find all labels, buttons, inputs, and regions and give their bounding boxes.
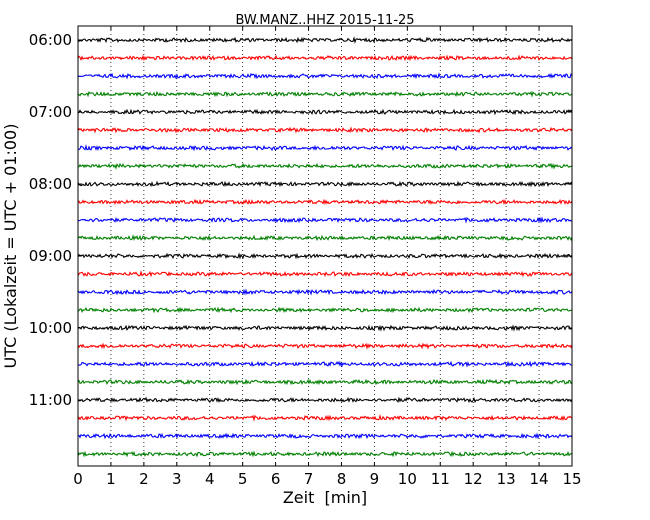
x-tick-label-13: 13 [497, 470, 516, 488]
trace-0600 [77, 36, 573, 44]
x-axis-label: Zeit [min] [283, 488, 367, 507]
plot-frame [77, 25, 573, 467]
trace-0645 [77, 90, 573, 98]
y-tick-label-0700: 07:00 [29, 103, 72, 121]
trace-1015 [77, 342, 573, 350]
trace-0830 [77, 216, 573, 224]
trace-layer [77, 36, 573, 458]
trace-0845 [77, 234, 573, 242]
x-tick-label-1: 1 [106, 470, 116, 488]
trace-0615 [77, 54, 573, 62]
trace-1130 [77, 432, 573, 440]
x-tick-label-6: 6 [271, 470, 281, 488]
trace-0715 [77, 126, 573, 134]
y-tick-label-1000: 10:00 [29, 319, 72, 337]
y-tick-label-0900: 09:00 [29, 247, 72, 265]
y-tick-label-0800: 08:00 [29, 175, 72, 193]
trace-0800 [77, 180, 573, 188]
x-axis-ticks: 0 1 2 3 4 5 6 7 8 9 10 11 12 13 14 15 [73, 26, 582, 488]
x-tick-label-2: 2 [139, 470, 149, 488]
trace-0930 [77, 288, 573, 296]
x-tick-label-8: 8 [337, 470, 347, 488]
trace-1115 [77, 414, 573, 422]
x-tick-label-12: 12 [464, 470, 483, 488]
x-tick-label-10: 10 [398, 470, 417, 488]
trace-0915 [77, 270, 573, 278]
x-tick-label-15: 15 [562, 470, 581, 488]
x-tick-label-0: 0 [73, 470, 83, 488]
trace-0745 [77, 162, 573, 170]
trace-1000 [77, 324, 573, 332]
y-axis-ticks: 06:00 07:00 08:00 09:00 10:00 11:00 [29, 31, 572, 409]
grid-lines [110, 26, 540, 466]
trace-1030 [77, 360, 573, 368]
y-tick-label-1100: 11:00 [29, 391, 72, 409]
trace-0700 [77, 108, 573, 116]
trace-0730 [77, 144, 573, 152]
x-tick-label-7: 7 [304, 470, 314, 488]
chart-title: BW.MANZ..HHZ 2015-11-25 [235, 13, 414, 28]
trace-1100 [77, 396, 573, 404]
trace-0945 [77, 306, 573, 314]
x-tick-label-9: 9 [370, 470, 380, 488]
x-tick-label-14: 14 [530, 470, 549, 488]
y-tick-label-0600: 06:00 [29, 31, 72, 49]
x-tick-label-5: 5 [238, 470, 248, 488]
trace-1045 [77, 378, 573, 386]
x-tick-label-3: 3 [172, 470, 182, 488]
x-tick-label-4: 4 [205, 470, 215, 488]
trace-1145 [77, 450, 573, 458]
x-tick-label-11: 11 [431, 470, 450, 488]
trace-0630 [77, 72, 573, 80]
y-axis-label: UTC (Lokalzeit = UTC + 01:00) [1, 124, 20, 369]
trace-0815 [77, 198, 573, 206]
trace-0900 [77, 252, 573, 260]
